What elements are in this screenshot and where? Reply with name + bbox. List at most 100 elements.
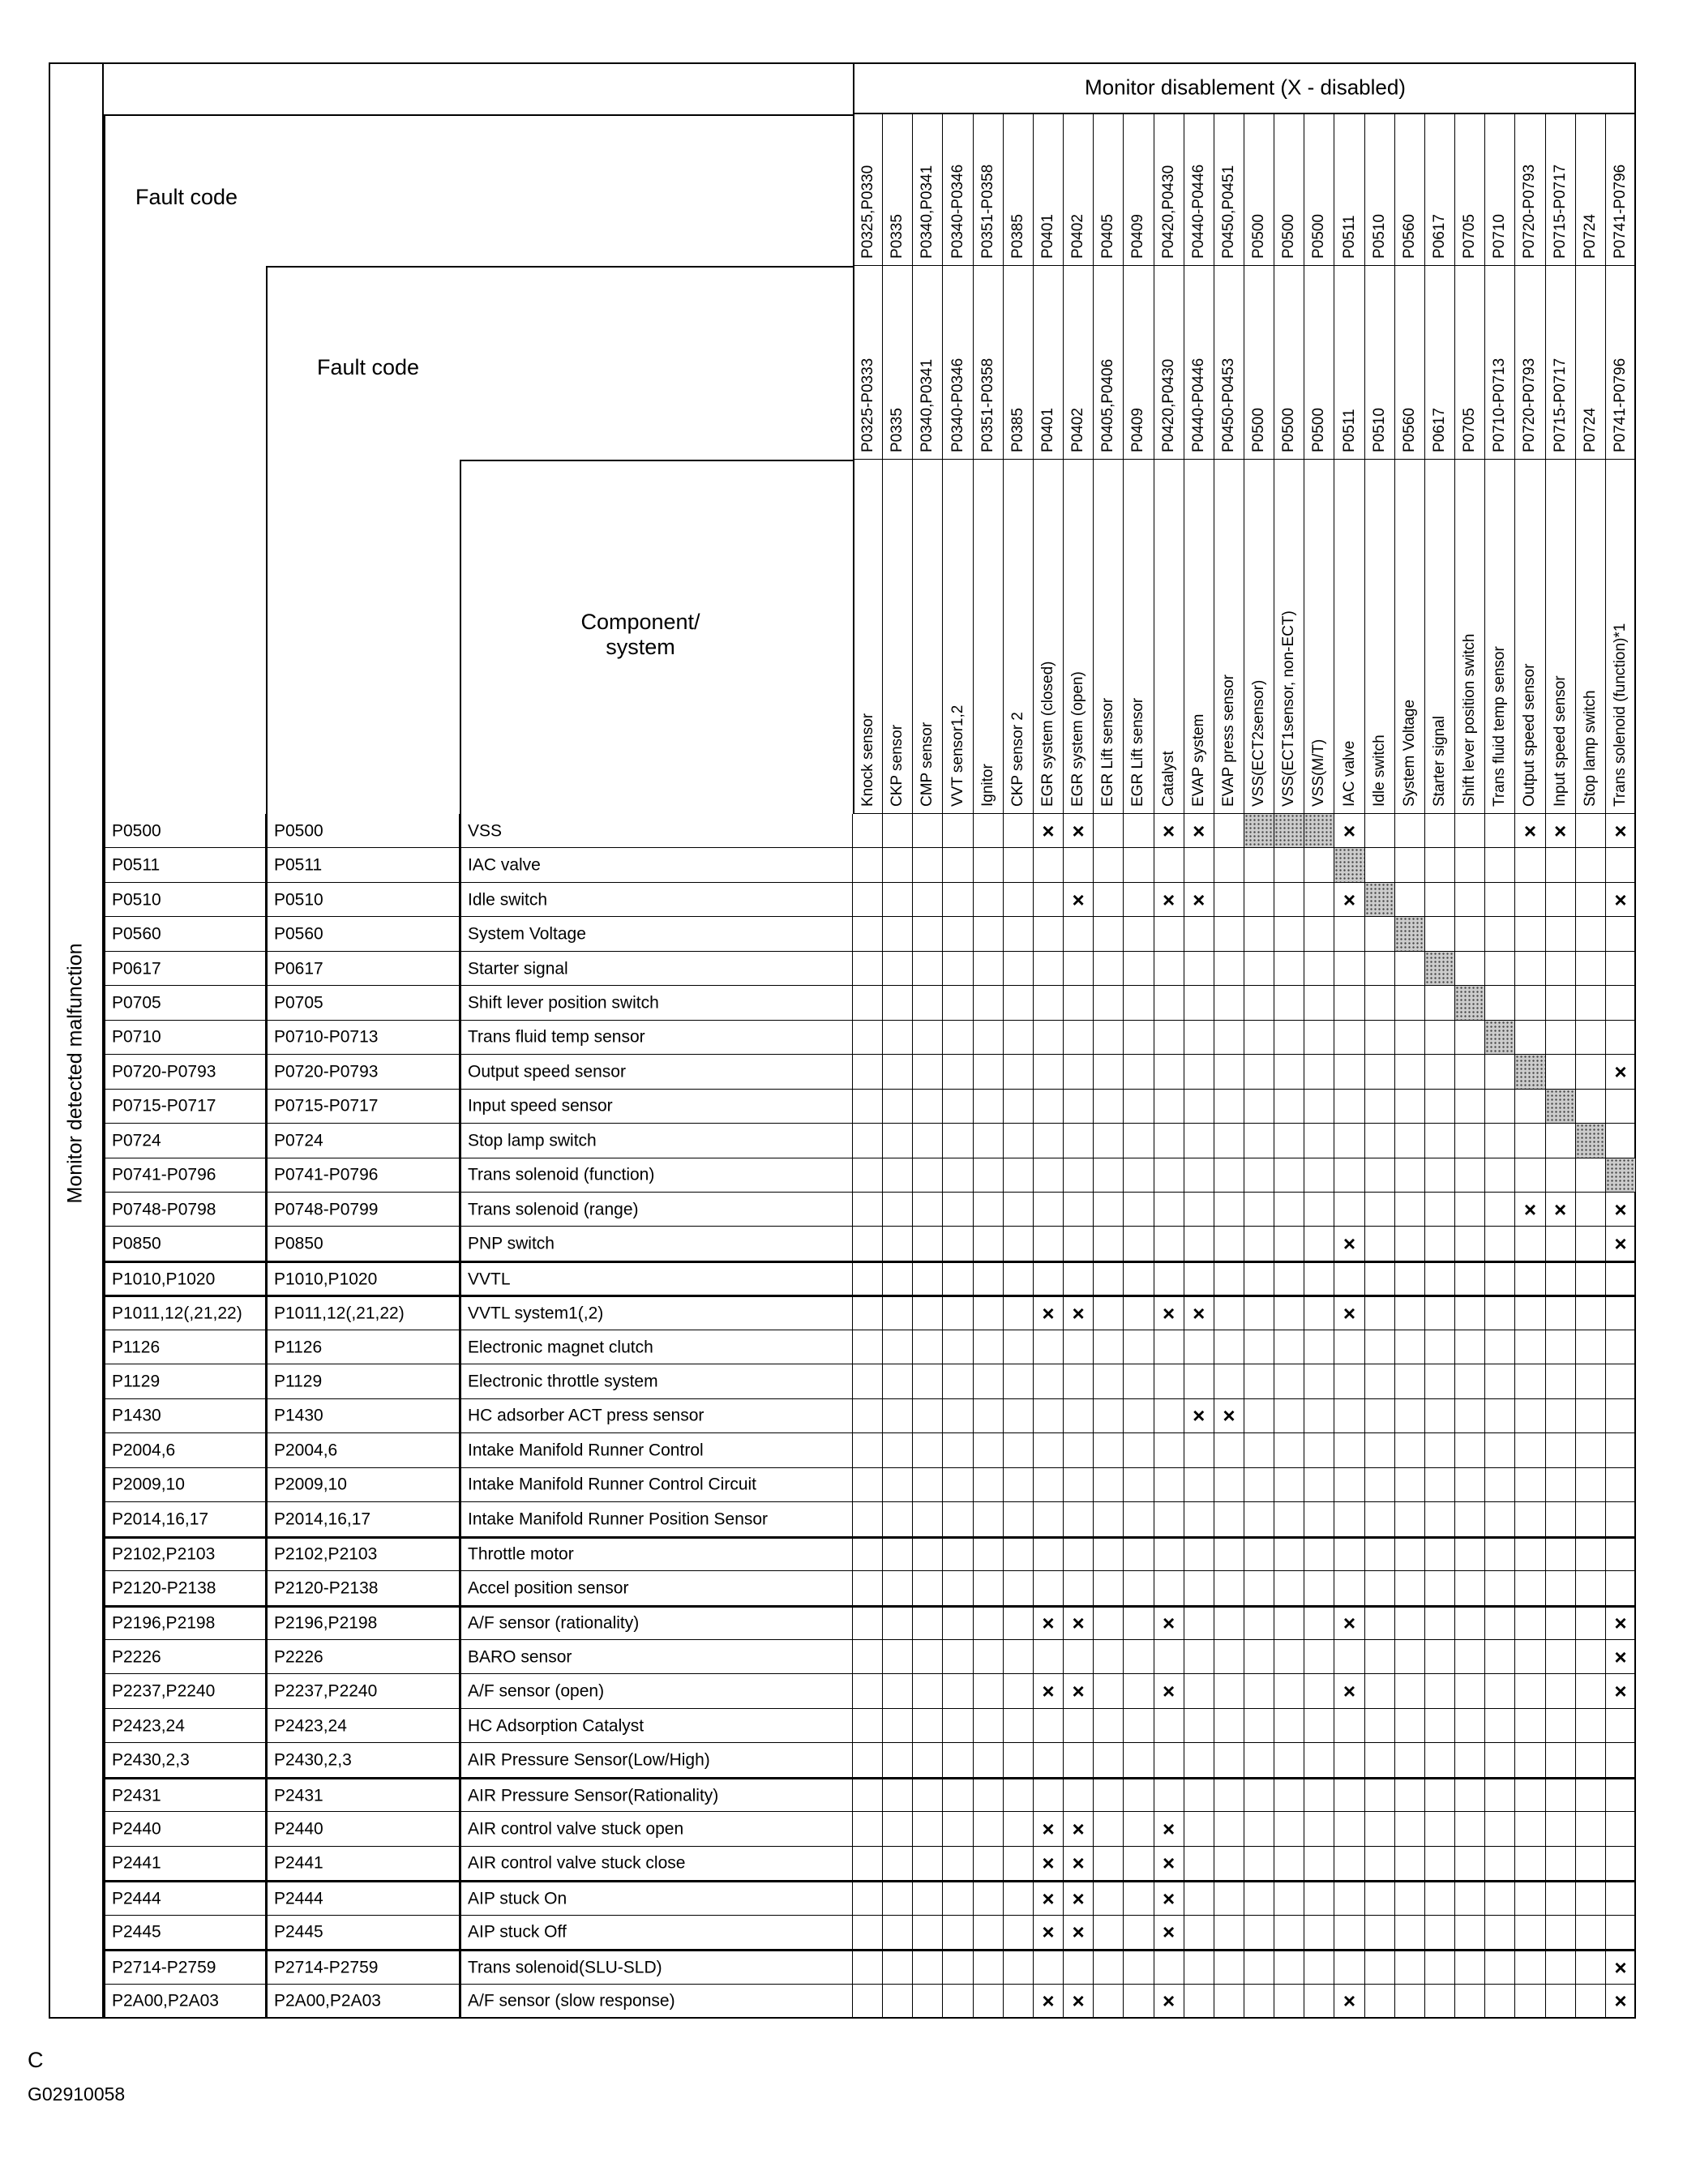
matrix-cell [1094,1398,1124,1434]
disabled-x-mark: × [1072,1920,1085,1945]
row-component: System Voltage [468,924,586,944]
matrix-cell [1394,1089,1425,1124]
disabled-x-mark: × [1042,1851,1055,1876]
row-code1: P2120-P2138 [112,1578,216,1598]
matrix-cell [1364,1536,1395,1572]
row-code1: P0748-P0798 [112,1200,216,1219]
disabled-x-mark: × [1614,1955,1627,1980]
row-code2: P1011,12(,21,22) [274,1304,405,1323]
row-component: Idle switch [468,890,548,910]
column-header-code2: P0450-P0453 [1214,266,1244,460]
matrix-cell [943,1915,974,1951]
matrix-cell [1003,1812,1034,1847]
matrix-cell [853,986,884,1021]
matrix-cell [853,1193,884,1227]
matrix-cell: × [1605,1055,1636,1090]
matrix-cell [883,1812,914,1847]
matrix-cell [1003,1330,1034,1365]
row-component: A/F sensor (open) [468,1681,605,1701]
matrix-cell [1424,1846,1456,1882]
column-header-component: Ignitor [973,460,1004,814]
matrix-cell [1003,1020,1034,1056]
disabled-x-mark: × [1072,1851,1085,1876]
column-code1-text: P0440-P0446 [1189,164,1207,259]
matrix-cell [1605,1158,1636,1193]
matrix-cell [1124,1639,1154,1675]
row-code2: P2440 [274,1819,323,1839]
column-header-code1: P0500 [1244,114,1275,266]
matrix-cell [1033,1193,1064,1227]
matrix-cell [1605,1364,1636,1399]
matrix-cell [1064,848,1094,883]
matrix-cell [1033,848,1064,883]
fault-code-1-label: Fault code [135,185,238,209]
column-code1-text: P0617 [1430,214,1448,259]
matrix-cell [1274,848,1305,883]
matrix-cell [913,1984,944,2019]
matrix-cell [1515,1812,1546,1847]
matrix-cell [1575,1227,1606,1261]
row-component: Starter signal [468,959,568,979]
matrix-cell [1394,1743,1425,1778]
column-code2-text: P0405,P0406 [1099,358,1117,452]
matrix-cell [1214,1158,1244,1193]
matrix-cell [943,951,974,987]
column-header-code1: P0710 [1485,114,1516,266]
matrix-cell [1274,986,1305,1021]
matrix-cell [1575,1915,1606,1951]
matrix-cell [1364,1055,1395,1090]
row-code2: P2009,10 [274,1475,347,1494]
matrix-cell [1033,1571,1064,1606]
matrix-cell: × [1515,814,1546,849]
matrix-cell [883,1536,914,1572]
column-header-component: VSS(ECT1sensor, non-ECT) [1274,460,1305,814]
matrix-cell: × [1605,1984,1636,2019]
matrix-cell [1455,1708,1486,1744]
matrix-cell [883,1743,914,1778]
fault-code-2-block [266,266,853,2019]
row-code1-cell: P2445 [104,1915,266,1951]
disabled-x-mark: × [1343,818,1356,843]
matrix-cell [853,1089,884,1124]
matrix-cell [1244,1364,1275,1399]
row-code2-cell: P0724 [266,1124,460,1158]
matrix-cell [973,882,1004,918]
matrix-cell [1003,1674,1034,1709]
matrix-cell [1124,1743,1154,1778]
row-component: Electronic throttle system [468,1372,658,1391]
row-code1: P1430 [112,1406,161,1425]
row-code1-cell: P2004,6 [104,1433,266,1468]
matrix-cell [1003,1881,1034,1916]
matrix-cell [1394,1708,1425,1744]
matrix-cell [1394,814,1425,849]
matrix-cell [1094,986,1124,1021]
matrix-cell [1244,1777,1275,1813]
matrix-cell [1184,1950,1214,1985]
matrix-cell [1274,1639,1305,1675]
matrix-cell [1394,848,1425,883]
matrix-cell [943,1089,974,1124]
matrix-cell [1274,1605,1305,1640]
matrix-cell [1124,1467,1154,1503]
matrix-cell [1515,1502,1546,1537]
matrix-cell [1424,1398,1456,1434]
row-component-cell: Trans solenoid(SLU-SLD) [460,1950,853,1985]
column-header-component: Shift lever position switch [1455,460,1486,814]
disabled-x-mark: × [1193,887,1206,912]
matrix-cell [1394,951,1425,987]
matrix-cell [883,1674,914,1709]
matrix-cell [913,1639,944,1675]
matrix-cell [973,1915,1004,1951]
matrix-cell [1485,1502,1516,1537]
matrix-cell [1394,1674,1425,1709]
matrix-cell [1304,1950,1335,1985]
matrix-cell [1364,1433,1395,1468]
row-component-cell: IAC valve [460,848,853,883]
matrix-cell [1124,1674,1154,1709]
matrix-cell [853,1743,884,1778]
matrix-cell [913,814,944,849]
matrix-cell: × [1064,1984,1094,2019]
matrix-cell [1364,1227,1395,1261]
row-code1-cell: P0510 [104,882,266,918]
matrix-cell [883,1193,914,1227]
